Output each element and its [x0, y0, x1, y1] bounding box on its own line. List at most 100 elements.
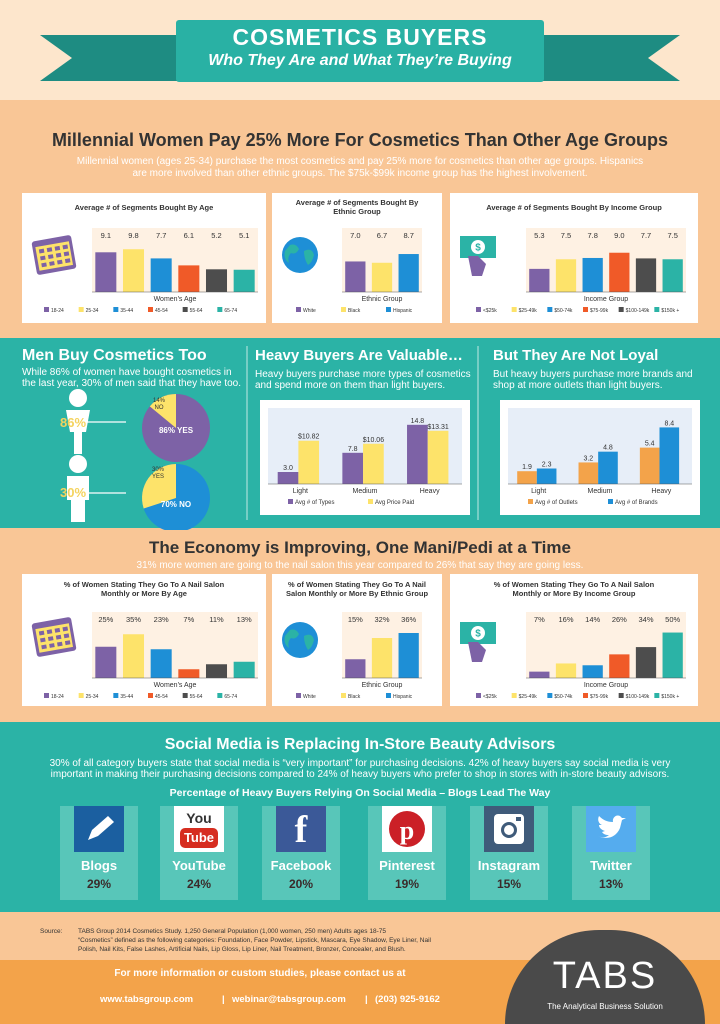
- nail-ethnic-bar-0: [345, 659, 366, 678]
- heavy-title: Heavy Buyers Are Valuable…: [255, 347, 463, 364]
- income-legend-label-5: $150k +: [661, 308, 679, 314]
- tabs-logo: TABS: [552, 955, 658, 997]
- income-chart: 5.3 7.5 7.8 9.0 7.7 7.5 Income Group <$25k $25-4…: [476, 228, 686, 314]
- heavy-bar-2-0: [407, 424, 428, 484]
- age-bar-3: [178, 265, 200, 292]
- heavy-bar-1-0: [342, 452, 364, 484]
- facebook-icon: f: [276, 806, 326, 852]
- chart-ethnic-title: Average # of Segments Bought By Ethnic G…: [295, 198, 419, 216]
- nail-age-bar-1: [122, 634, 145, 678]
- instagram-icon: [484, 806, 534, 852]
- men-text-2: the last year, 30% of men said that they…: [22, 378, 242, 389]
- income-bar-2: [582, 257, 603, 292]
- nail-ethnic-value-1: 32%: [374, 615, 389, 624]
- section1-text-1: Millennial women (ages 25-34) purchase t…: [76, 156, 644, 167]
- nail-income-legend-swatch-3: [583, 693, 588, 698]
- loyal-category-2: Heavy: [651, 488, 671, 495]
- section4-subheading: Percentage of Heavy Buyers Relying On So…: [169, 787, 551, 799]
- social-twitter-pct: 13%: [598, 877, 624, 891]
- section4-heading: Social Media is Replacing In-Store Beaut…: [164, 736, 556, 753]
- nail-ethnic-value-0: 15%: [348, 615, 363, 624]
- nail-income-bar-4: [635, 647, 657, 678]
- source-line-2: “Cosmetics” defined as the following cat…: [78, 937, 431, 944]
- social-youtube: You Tube YouTube 24%: [160, 806, 238, 900]
- age-value-5: 5.1: [239, 231, 249, 240]
- source-label: Source:: [40, 928, 63, 935]
- loyal-value-2-1: 8.4: [664, 420, 674, 427]
- man-icon: [67, 455, 89, 522]
- income-legend-swatch-4: [618, 307, 624, 312]
- chart-age-title: Average # of Segments Bought By Age: [74, 203, 214, 212]
- age-legend-swatch-3: [148, 307, 153, 312]
- loyal-bar-1-1: [598, 451, 618, 484]
- nail-income-legend-swatch-1: [511, 693, 517, 698]
- heavy-category-1: Medium: [353, 488, 378, 495]
- twitter-icon: [586, 806, 636, 852]
- nail-ethnic-chart: 15% 32% 36% Ethnic Group White Black Hispanic: [296, 612, 422, 700]
- social-blogs: Blogs 29%: [60, 806, 138, 900]
- nail-ethnic-bar-2: [398, 633, 419, 678]
- age-bar-2: [150, 258, 172, 292]
- social-pinterest-pct: 19%: [394, 877, 420, 891]
- social-instagram-pct: 15%: [496, 877, 522, 891]
- men-pct: 30%: [59, 485, 87, 500]
- heavy-value-1-1: $10.06: [363, 437, 385, 444]
- loyal-legend-swatch-0: [528, 499, 533, 504]
- loyal-title: But They Are Not Loyal: [493, 347, 659, 364]
- social-instagram: Instagram 15%: [470, 806, 548, 900]
- email-link[interactable]: webinar@tabsgroup.com: [232, 994, 346, 1005]
- income-legend-swatch-3: [583, 307, 588, 312]
- nail-age-legend-swatch-2: [113, 693, 119, 698]
- pinterest-icon: p: [382, 806, 432, 852]
- pie1-no-label: 14% NO: [152, 398, 165, 411]
- nail-age-value-2: 23%: [154, 615, 169, 624]
- heavy-value-0-0: 3.0: [283, 465, 293, 472]
- income-legend-label-0: <$25k: [483, 308, 497, 314]
- nail-ethnic-legend-label-2: Hispanic: [393, 694, 413, 700]
- chart-nail-income-title: % of Women Stating They Go To A Nail Sal…: [493, 580, 655, 598]
- heavy-legend-label-1: Avg Price Paid: [375, 500, 414, 506]
- age-legend-label-5: 65-74: [224, 308, 237, 314]
- nail-ethnic-legend-label-0: White: [303, 694, 316, 700]
- loyal-legend-label-0: Avg # of Outlets: [535, 500, 578, 506]
- income-legend-swatch-2: [547, 307, 553, 312]
- website-link[interactable]: www.tabsgroup.com: [100, 994, 194, 1005]
- women-pct: 86%: [59, 415, 87, 430]
- age-bar-4: [205, 269, 228, 292]
- nail-income-legend-label-5: $150k +: [661, 694, 679, 700]
- ethnic-legend-swatch-1: [341, 307, 346, 312]
- pie2-no-label: 70% NO: [160, 500, 192, 509]
- ethnic-chart: 7.0 6.7 8.7 Ethnic Group White Black Hispanic: [296, 228, 422, 314]
- nail-income-value-5: 50%: [665, 615, 680, 624]
- heavy-bar-0-1: [298, 440, 320, 484]
- chart-nail-age-title: % of Women Stating They Go To A Nail Sal…: [63, 580, 225, 598]
- nail-age-bar-3: [178, 669, 200, 678]
- nail-age-legend-swatch-0: [44, 693, 49, 698]
- age-legend-swatch-2: [113, 307, 119, 312]
- age-bar-5: [233, 269, 255, 292]
- heavy-legend-label-0: Avg # of Types: [295, 500, 334, 506]
- nail-ethnic-legend-label-1: Black: [348, 694, 361, 700]
- social-youtube-name: YouTube: [172, 858, 226, 873]
- ethnic-legend-swatch-2: [386, 307, 391, 312]
- section3-heading: The Economy is Improving, One Mani/Pedi …: [149, 538, 571, 557]
- section1-text-2: are more involved than other ethnic grou…: [132, 168, 588, 179]
- nail-income-legend-swatch-4: [618, 693, 624, 698]
- nail-income-value-4: 34%: [638, 615, 653, 624]
- social-facebook-name: Facebook: [270, 858, 332, 873]
- ethnic-bar-2: [398, 254, 419, 292]
- age-value-2: 7.7: [156, 231, 166, 240]
- ethnic-xlabel: Ethnic Group: [362, 296, 403, 303]
- income-legend-swatch-1: [511, 307, 517, 312]
- s1-money-icon: $: [460, 236, 496, 276]
- ethnic-legend-swatch-0: [296, 307, 301, 312]
- nail-income-legend-label-2: $50-74k: [554, 694, 573, 700]
- social-pinterest: p Pinterest 19%: [368, 806, 446, 900]
- nail-ethnic-bar-1: [371, 638, 393, 678]
- svg-text:p: p: [400, 816, 414, 845]
- loyal-chart: 1.9 2.3 Light 3.2 4.8 Medium 5.4 8.4 Heavy Avg # …: [508, 408, 692, 506]
- nail-age-bar-4: [205, 664, 228, 678]
- nail-income-bar-5: [662, 632, 683, 678]
